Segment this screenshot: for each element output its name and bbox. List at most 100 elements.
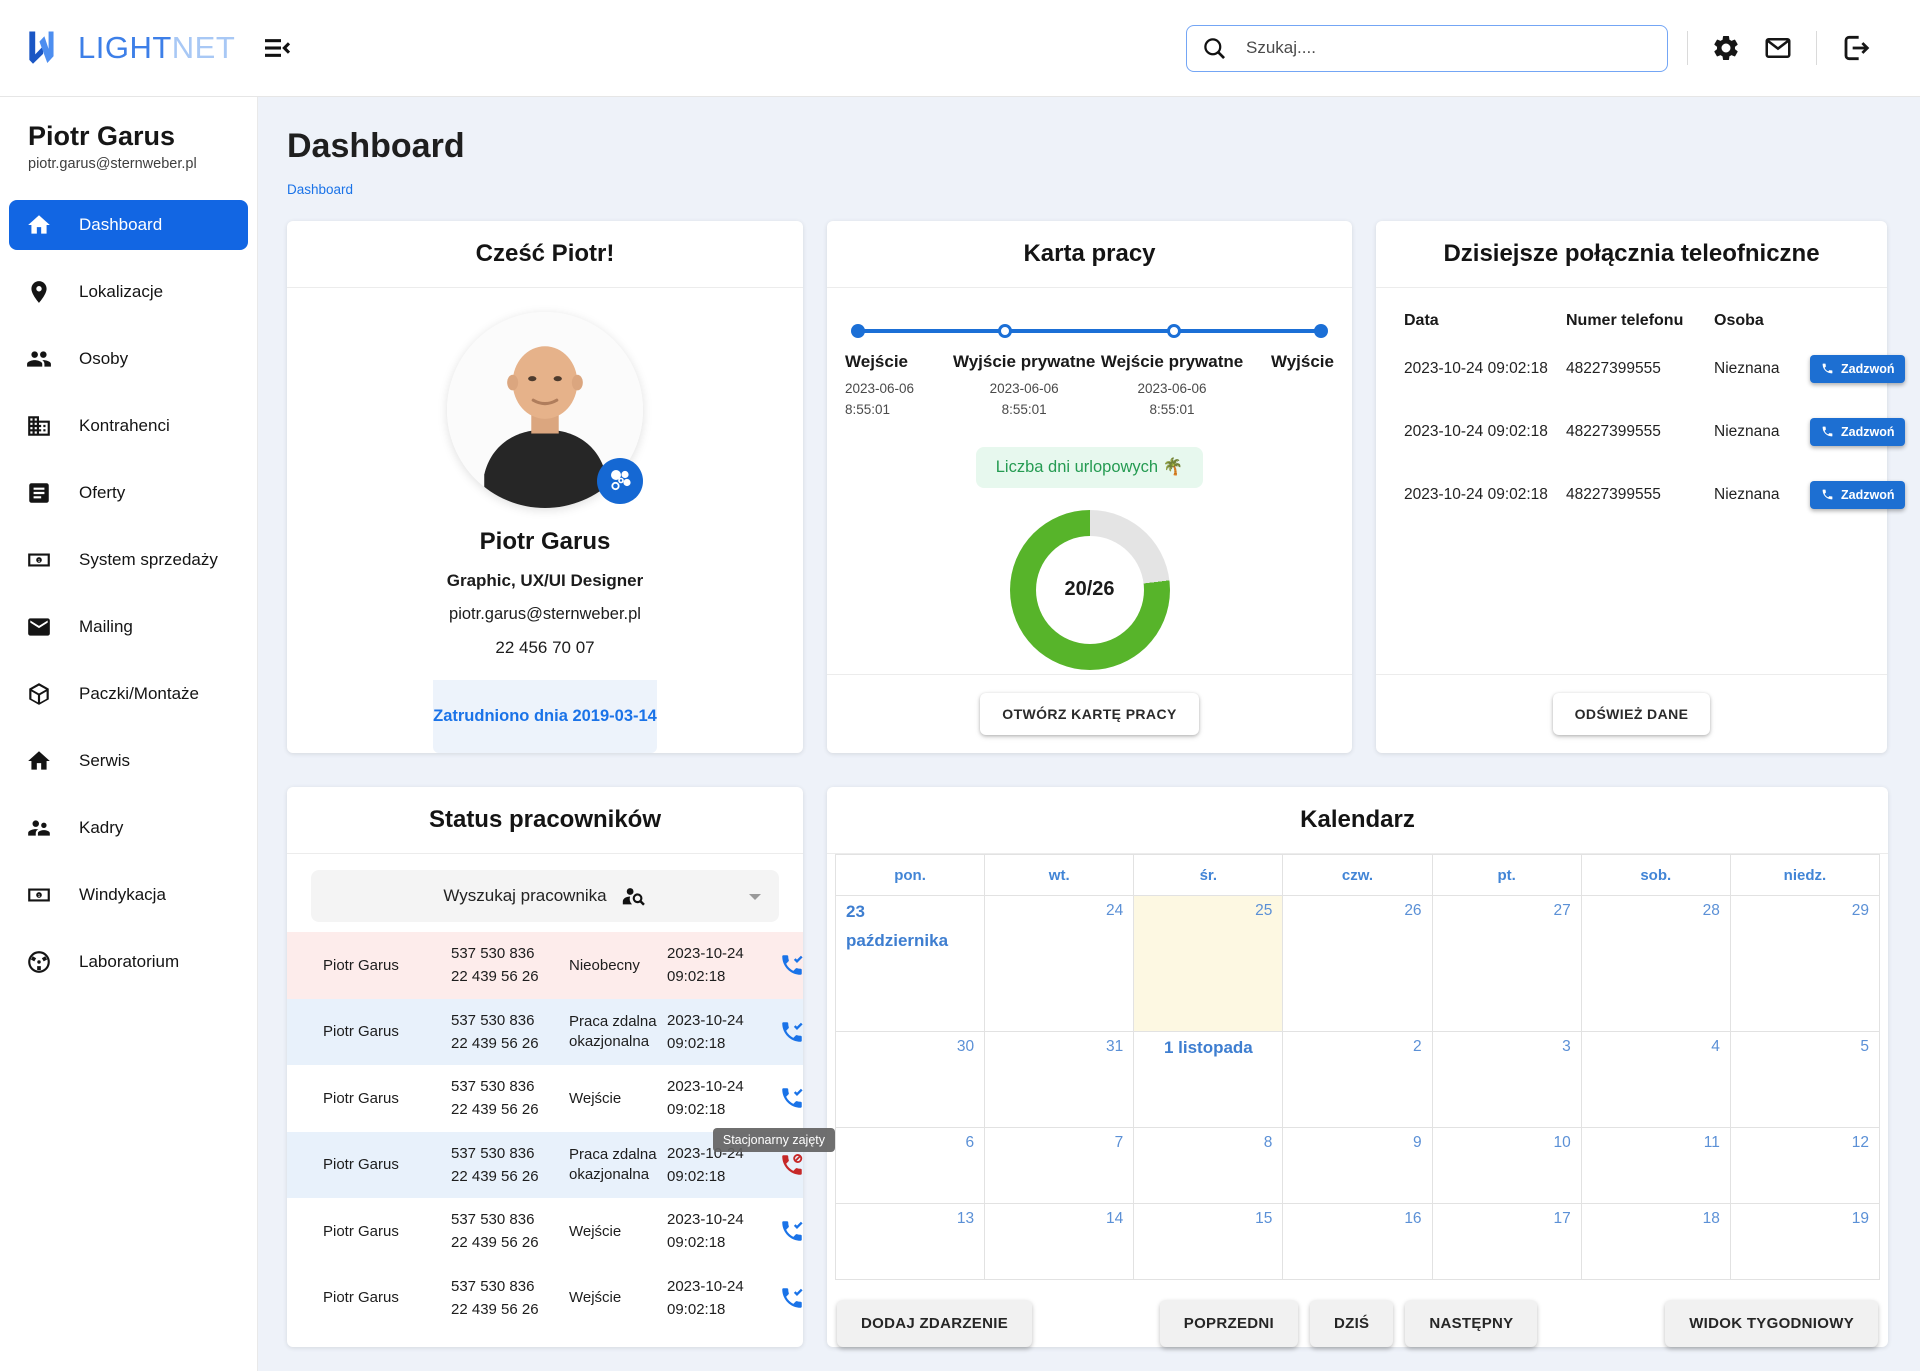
employee-status-title: Status pracowników [287,787,803,854]
calendar-day-cell[interactable]: 4 [1580,1031,1731,1128]
calendar-day-cell[interactable]: 13 [834,1203,986,1280]
sidebar-item-laboratorium[interactable]: Laboratorium [9,937,248,987]
calendar-day-cell[interactable]: 26 [1282,895,1433,1032]
timeline-dot [1314,324,1328,338]
sidebar-item-label: Mailing [79,617,133,636]
sidebar-item-system-sprzedazy[interactable]: 1 System sprzedaży [9,535,248,585]
timeline-stop: Wyjście [1270,352,1334,371]
previous-button[interactable]: POPRZEDNI [1159,1300,1298,1347]
weekday-header[interactable]: czw. [1282,854,1433,896]
calendar-day-cell[interactable]: 15 [1133,1203,1284,1280]
calendar-day-cell[interactable]: 12 [1729,1127,1881,1204]
timeline-dot [1166,324,1181,338]
app-logo[interactable]: LIGHTNET [22,26,235,70]
calendar-day-cell[interactable]: 7 [984,1127,1135,1204]
weekday-header[interactable]: pt. [1431,854,1582,896]
sidebar-item-label: Windykacja [79,885,166,904]
employee-status: Wejście [569,1089,622,1107]
call-button[interactable]: Zadzwoń [1810,480,1906,509]
employee-name: Piotr Garus [323,1156,399,1174]
employee-search[interactable]: Wyszukaj pracownika [311,870,779,922]
open-worklog-button[interactable]: OTWÓRZ KARTĘ PRACY [980,693,1199,735]
sidebar-item-lokalizacje[interactable]: Lokalizacje [9,267,248,317]
calendar-day-cell[interactable]: 27 [1431,895,1582,1032]
menu-open-icon[interactable] [261,32,293,64]
employee-name: Piotr Garus [323,1089,399,1107]
calendar-day-cell[interactable]: 14 [984,1203,1135,1280]
phone-callback-icon[interactable] [779,1019,805,1045]
calendar-day-cell[interactable]: 18 [1580,1203,1731,1280]
phone-blocked-icon[interactable]: Stacjonarny zajęty [712,1127,835,1178]
calendar-day-cell[interactable]: 29 [1729,895,1881,1032]
employee-phones: 537 530 836 22 439 56 26 [451,945,539,986]
calendar-day-cell[interactable]: 25 [1133,895,1284,1032]
calendar-day-cell[interactable]: 6 [834,1127,986,1204]
timeline-dot [998,324,1013,338]
weekday-header[interactable]: niedz. [1729,854,1881,896]
phone-callback-icon[interactable] [779,1085,805,1111]
weekday-header[interactable]: śr. [1133,854,1284,896]
employee-status: Praca zdalna okazjonalna [569,1013,657,1050]
calendar-day-cell[interactable]: 3 [1431,1031,1582,1128]
today-button[interactable]: DZIŚ [1309,1300,1394,1347]
sidebar-item-mailing[interactable]: Mailing [9,602,248,652]
employee-name: Piotr Garus [323,1023,399,1041]
calendar-day-cell[interactable]: 5 [1729,1031,1881,1128]
gear-icon[interactable] [1707,29,1745,67]
breadcrumb[interactable]: Dashboard [287,182,354,197]
next-button[interactable]: NASTĘPNY [1405,1300,1538,1347]
sidebar-item-osoby[interactable]: Osoby [9,334,248,384]
calendar-day-cell[interactable]: 24 [984,895,1135,1032]
employee-row: Piotr Garus 537 530 836 22 439 56 26 Prac… [287,1127,835,1198]
calendar-day-cell[interactable]: 28 [1580,895,1731,1032]
calendar-day-cell[interactable]: 2 [1282,1031,1433,1128]
calls-row: 2023-10-24 09:02:18 48227399555 Nieznana… [1404,407,1906,456]
sidebar-item-oferty[interactable]: Oferty [9,468,248,518]
add-event-button[interactable]: DODAJ ZDARZENIE [837,1300,1033,1347]
employee-datetime: 2023-10-24 09:02:18 [667,1277,744,1318]
phone-callback-icon[interactable] [779,1285,805,1311]
sidebar-item-paczki-montaze[interactable]: Paczki/Montaże [9,669,248,719]
calendar-day-cell[interactable]: 9 [1282,1127,1433,1204]
refresh-data-button[interactable]: ODŚWIEŻ DANE [1552,693,1711,735]
calendar-day-cell[interactable]: 11 [1580,1127,1731,1204]
employee-search-label: Wyszukaj pracownika [443,886,607,905]
phone-callback-icon[interactable] [779,1218,805,1244]
global-search[interactable] [1186,24,1668,72]
avatar-badge-icon [597,458,643,504]
calendar-day-cell[interactable]: 16 [1282,1203,1433,1280]
sidebar-item-serwis[interactable]: Serwis [9,736,248,786]
mail-icon[interactable] [1759,29,1797,67]
sidebar-item-dashboard[interactable]: Dashboard [9,200,248,250]
page-title: Dashboard [287,127,465,165]
supervisor-icon [26,815,52,841]
calendar-day-cell[interactable]: 10 [1431,1127,1582,1204]
logout-icon[interactable] [1836,28,1876,68]
weekday-header[interactable]: wt. [984,854,1135,896]
weekday-header[interactable]: sob. [1580,854,1731,896]
employee-datetime: 2023-10-24 09:02:18 [667,1011,744,1052]
sidebar-item-kontrahenci[interactable]: Kontrahenci [9,401,248,451]
calendar-day-cell[interactable]: 23 października [834,895,986,1032]
phone-callback-icon[interactable] [779,952,805,978]
calendar-day-cell[interactable]: 31 [984,1031,1135,1128]
calendar-day-cell[interactable]: 1 listopada [1133,1031,1284,1128]
calendar-day-cell[interactable]: 19 [1729,1203,1881,1280]
search-input[interactable] [1244,37,1653,59]
phone-icon [1822,363,1833,374]
timeline-dot [851,324,865,338]
calendar-day-cell[interactable]: 8 [1133,1127,1284,1204]
sidebar-item-kadry[interactable]: Kadry [9,803,248,853]
employee-status: Wejście [569,1289,622,1306]
call-button[interactable]: Zadzwoń [1810,417,1906,446]
employee-row: Piotr Garus 537 530 836 22 439 56 26 Wejś… [287,1198,803,1265]
sidebar-item-label: Laboratorium [79,952,180,971]
call-button[interactable]: Zadzwoń [1810,354,1906,383]
calendar-day-cell[interactable]: 17 [1431,1203,1582,1280]
worklog-timeline [851,324,1328,338]
calendar-day-cell[interactable]: 30 [834,1031,986,1128]
profile-hired-date: Zatrudniono dnia 2019-03-14 [433,680,657,753]
weekday-header[interactable]: pon. [834,854,986,896]
week-view-button[interactable]: WIDOK TYGODNIOWY [1665,1300,1878,1347]
sidebar-item-windykacja[interactable]: 1 Windykacja [9,870,248,920]
